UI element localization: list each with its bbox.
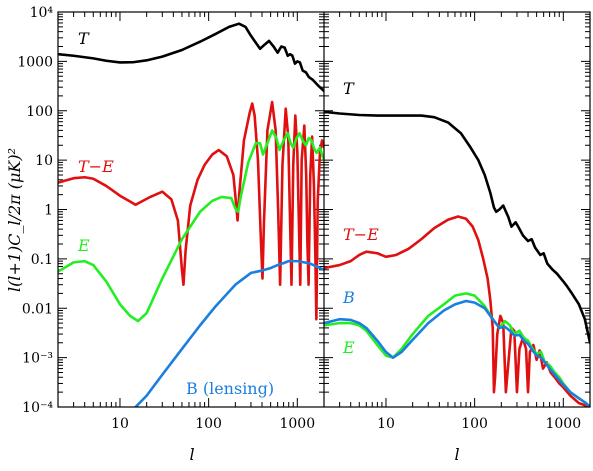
right-panel: 10 100 1000 [323, 11, 591, 432]
y-tick-label: 0.1 [31, 252, 53, 268]
right-series-label-b: B [342, 288, 355, 307]
x-tick-label: 100 [461, 416, 488, 432]
series-line-t [324, 110, 590, 345]
x-tick-label: 1000 [279, 416, 315, 432]
left-x-axis-label: l [189, 445, 194, 464]
series-line-b [324, 299, 590, 407]
series-line-t [58, 22, 324, 93]
left-series-label-t: T [78, 29, 90, 48]
left-series-label-e: E [77, 236, 90, 255]
right-x-axis-label: l [454, 445, 459, 464]
y-axis-label: l(l+1)C_l/2π (μK)² [5, 148, 24, 292]
series-line-t-e [58, 100, 324, 321]
series-line-b-lensing [134, 259, 324, 407]
y-tick-label: 0.01 [22, 301, 53, 317]
y-tick-label: 1 [44, 203, 53, 219]
y-tick-label: 10⁻³ [22, 351, 53, 367]
right-series-label-e: E [342, 338, 355, 357]
left-series-label-b-lensing: B (lensing) [186, 379, 274, 398]
x-tick-label: 1000 [545, 416, 581, 432]
y-tick-label: 100 [26, 104, 53, 120]
series-line-e [58, 129, 324, 323]
series-line-e [324, 292, 590, 407]
left-panel: 10 100 1000 [57, 11, 325, 432]
left-series-label-te: T−E [78, 157, 114, 176]
x-tick-label: 10 [111, 416, 129, 432]
right-series-label-te: T−E [343, 225, 379, 244]
right-series-label-t: T [343, 79, 355, 98]
y-tick-label: 10⁻⁴ [22, 400, 53, 416]
y-tick-label: 10 [35, 153, 53, 169]
x-tick-label: 100 [195, 416, 222, 432]
x-tick-label: 10 [377, 416, 395, 432]
y-tick-label: 10⁴ [30, 5, 54, 21]
y-tick-label: 1000 [17, 54, 53, 70]
series-line-t-e [324, 215, 590, 407]
y-tick-labels: 10⁻⁴ 10⁻³ 0.01 0.1 1 10 100 1000 10⁴ [17, 5, 53, 416]
